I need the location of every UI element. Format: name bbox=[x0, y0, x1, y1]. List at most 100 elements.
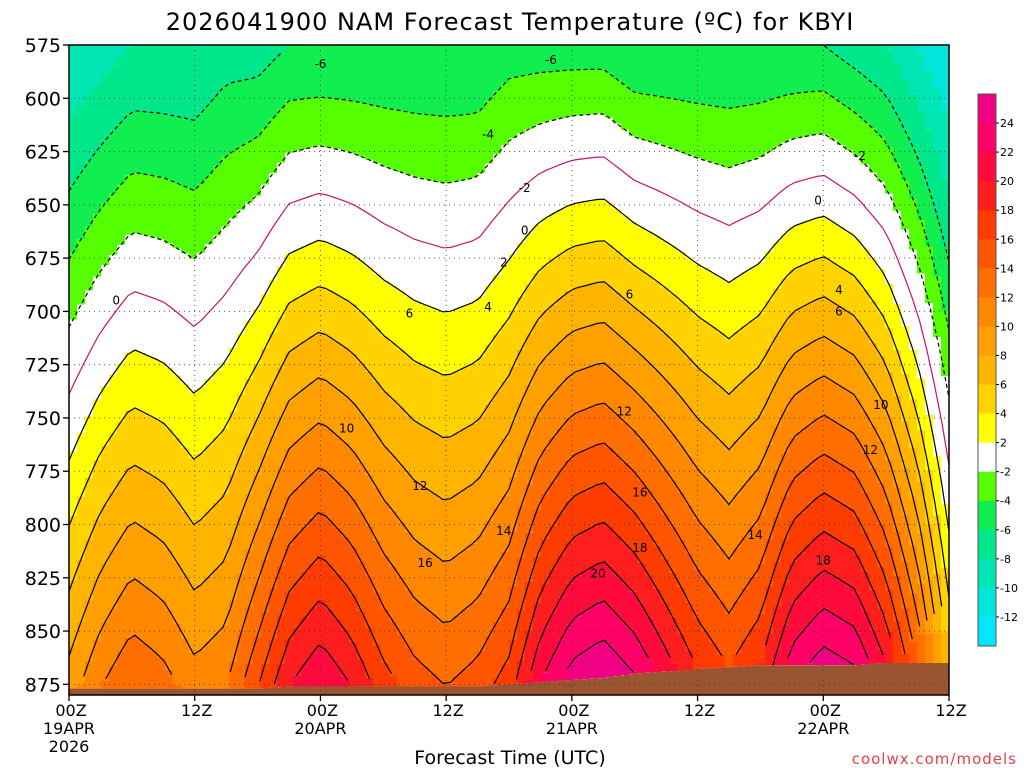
temperature-band bbox=[341, 489, 350, 537]
temperature-band bbox=[309, 563, 318, 608]
temperature-band bbox=[925, 579, 934, 634]
temperature-band bbox=[533, 45, 542, 74]
temperature-band bbox=[405, 356, 414, 416]
temperature-band bbox=[541, 357, 550, 404]
temperature-band bbox=[325, 519, 334, 565]
temperature-band bbox=[573, 575, 582, 617]
temperature-band bbox=[613, 614, 622, 654]
temperature-band bbox=[509, 531, 518, 586]
temperature-band bbox=[293, 582, 302, 629]
temperature-band bbox=[893, 163, 902, 211]
temperature-band bbox=[125, 467, 134, 525]
temperature-band bbox=[853, 359, 862, 399]
temperature-band bbox=[645, 659, 654, 673]
temperature-band bbox=[885, 372, 894, 417]
temperature-band bbox=[933, 515, 942, 575]
temperature-band bbox=[277, 614, 286, 664]
temperature-band bbox=[813, 537, 822, 577]
temperature-band bbox=[613, 495, 622, 536]
temperature-band bbox=[853, 114, 862, 157]
colorbar-tick-label: 2 bbox=[1000, 437, 1007, 450]
temperature-band bbox=[557, 639, 566, 681]
temperature-band bbox=[309, 427, 318, 474]
temperature-band bbox=[389, 399, 398, 456]
temperature-band bbox=[685, 45, 694, 102]
temperature-band bbox=[445, 437, 454, 500]
temperature-band bbox=[557, 45, 566, 71]
temperature-band bbox=[749, 474, 758, 526]
temperature-band bbox=[629, 511, 638, 552]
temperature-band bbox=[381, 555, 390, 610]
temperature-band bbox=[325, 336, 334, 383]
temperature-band bbox=[109, 608, 118, 666]
temperature-band bbox=[373, 381, 382, 436]
temperature-band bbox=[149, 357, 158, 418]
temperature-band bbox=[821, 608, 830, 648]
temperature-band bbox=[141, 45, 150, 112]
temperature-band bbox=[821, 493, 830, 533]
temperature-band bbox=[253, 77, 262, 138]
temperature-band bbox=[133, 466, 142, 524]
temperature-band bbox=[685, 357, 694, 408]
temperature-band bbox=[605, 326, 614, 368]
x-tick-label: 22APR bbox=[797, 719, 849, 738]
temperature-band bbox=[821, 297, 830, 337]
temperature-band bbox=[429, 492, 438, 554]
contour-label: -2 bbox=[519, 181, 531, 195]
temperature-band bbox=[637, 438, 646, 481]
colorbar-tick-label: -4 bbox=[1000, 495, 1011, 508]
temperature-band bbox=[933, 45, 942, 89]
x-tick-label: 19APR bbox=[43, 719, 95, 738]
temperature-band bbox=[845, 508, 854, 547]
temperature-band bbox=[333, 481, 342, 528]
colorbar-tick-label: 16 bbox=[1000, 233, 1014, 246]
temperature-band bbox=[125, 352, 134, 411]
temperature-band bbox=[893, 114, 902, 164]
temperature-band bbox=[333, 294, 342, 342]
temperature-band bbox=[565, 248, 574, 292]
temperature-band bbox=[533, 224, 542, 274]
temperature-band bbox=[757, 613, 766, 663]
temperature-band bbox=[365, 267, 374, 320]
temperature-band bbox=[165, 429, 174, 490]
temperature-band bbox=[525, 284, 534, 335]
temperature-band bbox=[621, 45, 630, 86]
temperature-band bbox=[405, 473, 414, 533]
temperature-band bbox=[701, 477, 710, 529]
temperature-band bbox=[885, 328, 894, 373]
temperature-band bbox=[509, 253, 518, 311]
temperature-band bbox=[125, 113, 134, 176]
temperature-band bbox=[725, 45, 734, 109]
temperature-band bbox=[845, 108, 854, 151]
temperature-band bbox=[229, 45, 238, 83]
temperature-band bbox=[845, 312, 854, 353]
colorbar-tick-label: 8 bbox=[1000, 349, 1007, 362]
temperature-band bbox=[805, 262, 814, 304]
temperature-band bbox=[853, 477, 862, 517]
temperature-band bbox=[845, 232, 854, 273]
temperature-band bbox=[733, 653, 742, 667]
y-tick-label: 725 bbox=[25, 355, 61, 377]
temperature-band bbox=[717, 387, 726, 442]
temperature-band bbox=[485, 520, 494, 579]
temperature-band bbox=[117, 184, 126, 245]
temperature-band bbox=[669, 341, 678, 388]
temperature-band bbox=[341, 536, 350, 584]
temperature-band bbox=[701, 579, 710, 631]
temperature-band bbox=[165, 114, 174, 180]
temperature-band bbox=[597, 69, 606, 114]
temperature-band bbox=[821, 415, 830, 455]
temperature-band bbox=[285, 100, 294, 153]
temperature-band bbox=[861, 371, 870, 413]
temperature-band bbox=[317, 555, 326, 600]
temperature-band bbox=[677, 45, 686, 101]
temperature-band bbox=[389, 109, 398, 170]
temperature-band bbox=[765, 45, 774, 101]
temperature-band bbox=[909, 594, 918, 643]
temperature-band bbox=[413, 113, 422, 178]
temperature-band bbox=[805, 303, 814, 345]
temperature-band bbox=[781, 233, 790, 279]
temperature-band bbox=[125, 524, 134, 582]
temperature-band bbox=[413, 541, 422, 601]
temperature-band bbox=[773, 517, 782, 562]
